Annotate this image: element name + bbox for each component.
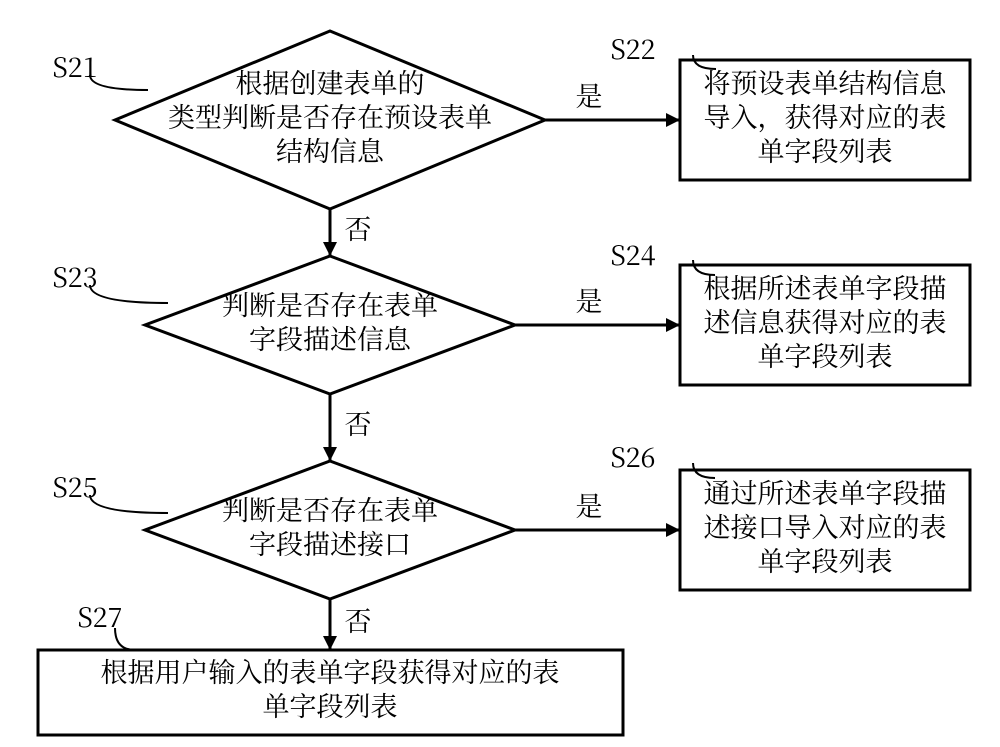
svg-text:判断是否存在表单字段描述接口: 判断是否存在表单字段描述接口 bbox=[222, 489, 438, 562]
edge-label: 是 bbox=[576, 75, 603, 114]
step-label-S22: S22 bbox=[610, 28, 655, 67]
svg-text:通过所述表单字段描述接口导入对应的表单字段列表: 通过所述表单字段描述接口导入对应的表单字段列表 bbox=[704, 472, 947, 579]
process-r26: 通过所述表单字段描述接口导入对应的表单字段列表 bbox=[680, 470, 970, 590]
decision-d2: 判断是否存在表单字段描述信息 bbox=[145, 256, 515, 394]
edge-label: 是 bbox=[576, 485, 603, 524]
step-label-S26: S26 bbox=[610, 436, 655, 475]
edge-label: 否 bbox=[345, 403, 372, 442]
step-lead-0 bbox=[90, 75, 148, 90]
svg-text:根据所述表单字段描述信息获得对应的表单字段列表: 根据所述表单字段描述信息获得对应的表单字段列表 bbox=[704, 267, 947, 374]
process-r27: 根据用户输入的表单字段获得对应的表单字段列表 bbox=[38, 650, 623, 735]
edge-3: 否 bbox=[330, 394, 372, 461]
edge-label: 否 bbox=[345, 600, 372, 639]
step-lead-4 bbox=[90, 495, 168, 513]
svg-text:根据用户输入的表单字段获得对应的表单字段列表: 根据用户输入的表单字段获得对应的表单字段列表 bbox=[101, 651, 560, 724]
process-r22: 将预设表单结构信息导入，获得对应的表单字段列表 bbox=[680, 60, 970, 180]
edge-4: 是 bbox=[515, 485, 680, 530]
step-lead-2 bbox=[90, 285, 168, 303]
svg-text:判断是否存在表单字段描述信息: 判断是否存在表单字段描述信息 bbox=[222, 284, 438, 357]
decision-d3: 判断是否存在表单字段描述接口 bbox=[145, 461, 515, 599]
edge-label: 是 bbox=[576, 280, 603, 319]
svg-text:将预设表单结构信息导入，获得对应的表单字段列表: 将预设表单结构信息导入，获得对应的表单字段列表 bbox=[704, 62, 948, 169]
edge-0: 是 bbox=[545, 75, 680, 120]
edge-5: 否 bbox=[330, 599, 372, 650]
step-label-S24: S24 bbox=[610, 234, 655, 273]
edge-1: 否 bbox=[330, 208, 372, 256]
edge-label: 否 bbox=[345, 208, 372, 247]
decision-d1: 根据创建表单的类型判断是否存在预设表单结构信息 bbox=[115, 31, 545, 209]
process-r24: 根据所述表单字段描述信息获得对应的表单字段列表 bbox=[680, 265, 970, 385]
edge-2: 是 bbox=[515, 280, 680, 325]
